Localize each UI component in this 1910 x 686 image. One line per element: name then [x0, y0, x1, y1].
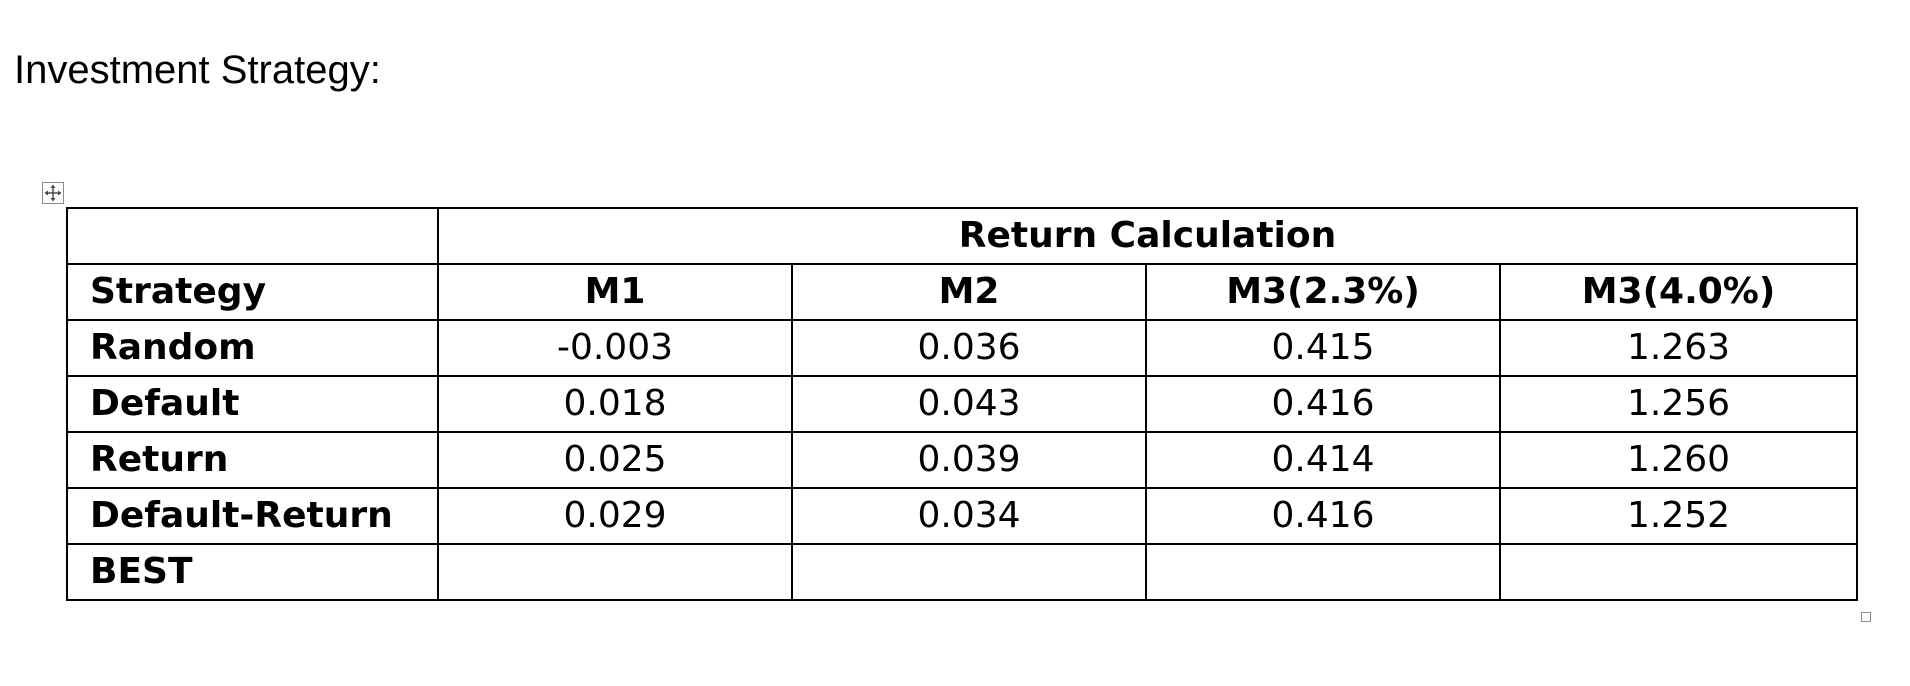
table-move-handle[interactable]	[42, 182, 64, 204]
table-cell[interactable]: 0.415	[1145, 319, 1501, 377]
table-cell[interactable]: 1.263	[1498, 319, 1859, 377]
table-cell[interactable]: 1.252	[1498, 487, 1859, 545]
table-cell[interactable]: 0.025	[437, 431, 793, 489]
table-cell[interactable]: 0.039	[791, 431, 1147, 489]
return-calculation-table: Return Calculation Strategy M1 M2 M3(2.3…	[66, 207, 1859, 601]
row-label[interactable]: Default	[66, 375, 439, 433]
move-arrows-icon	[44, 184, 62, 202]
row-label[interactable]: Default-Return	[66, 487, 439, 545]
table-cell[interactable]: 0.034	[791, 487, 1147, 545]
table-row: BEST	[66, 543, 1859, 601]
column-header-m1[interactable]: M1	[437, 263, 793, 321]
table-cell[interactable]	[1145, 543, 1501, 601]
table-cell[interactable]: 0.416	[1145, 487, 1501, 545]
group-header-cell[interactable]: Return Calculation	[436, 207, 1859, 265]
table-cell[interactable]: 1.260	[1498, 431, 1859, 489]
table-group-header-row: Return Calculation	[66, 207, 1859, 265]
table-cell[interactable]: 0.414	[1145, 431, 1501, 489]
column-header-m3-4-0[interactable]: M3(4.0%)	[1498, 263, 1859, 321]
table-row: Random -0.003 0.036 0.415 1.263	[66, 319, 1859, 377]
empty-corner-cell[interactable]	[66, 207, 439, 265]
table-column-header-row: Strategy M1 M2 M3(2.3%) M3(4.0%)	[66, 263, 1859, 321]
table-cell[interactable]: 0.416	[1145, 375, 1501, 433]
row-label[interactable]: BEST	[66, 543, 439, 601]
table-cell[interactable]	[1498, 543, 1859, 601]
table-cell[interactable]: 1.256	[1498, 375, 1859, 433]
table-cell[interactable]: 0.018	[437, 375, 793, 433]
table-resize-handle[interactable]	[1861, 612, 1871, 622]
row-label[interactable]: Random	[66, 319, 439, 377]
table-row: Default 0.018 0.043 0.416 1.256	[66, 375, 1859, 433]
column-header-strategy[interactable]: Strategy	[66, 263, 439, 321]
row-label[interactable]: Return	[66, 431, 439, 489]
table-cell[interactable]	[791, 543, 1147, 601]
table-row: Return 0.025 0.039 0.414 1.260	[66, 431, 1859, 489]
column-header-m2[interactable]: M2	[791, 263, 1147, 321]
table-cell[interactable]: 0.043	[791, 375, 1147, 433]
table-cell[interactable]: -0.003	[437, 319, 793, 377]
table-cell[interactable]: 0.036	[791, 319, 1147, 377]
document-heading: Investment Strategy:	[14, 48, 381, 92]
table-cell[interactable]	[437, 543, 793, 601]
column-header-m3-2-3[interactable]: M3(2.3%)	[1145, 263, 1501, 321]
table-row: Default-Return 0.029 0.034 0.416 1.252	[66, 487, 1859, 545]
table-cell[interactable]: 0.029	[437, 487, 793, 545]
